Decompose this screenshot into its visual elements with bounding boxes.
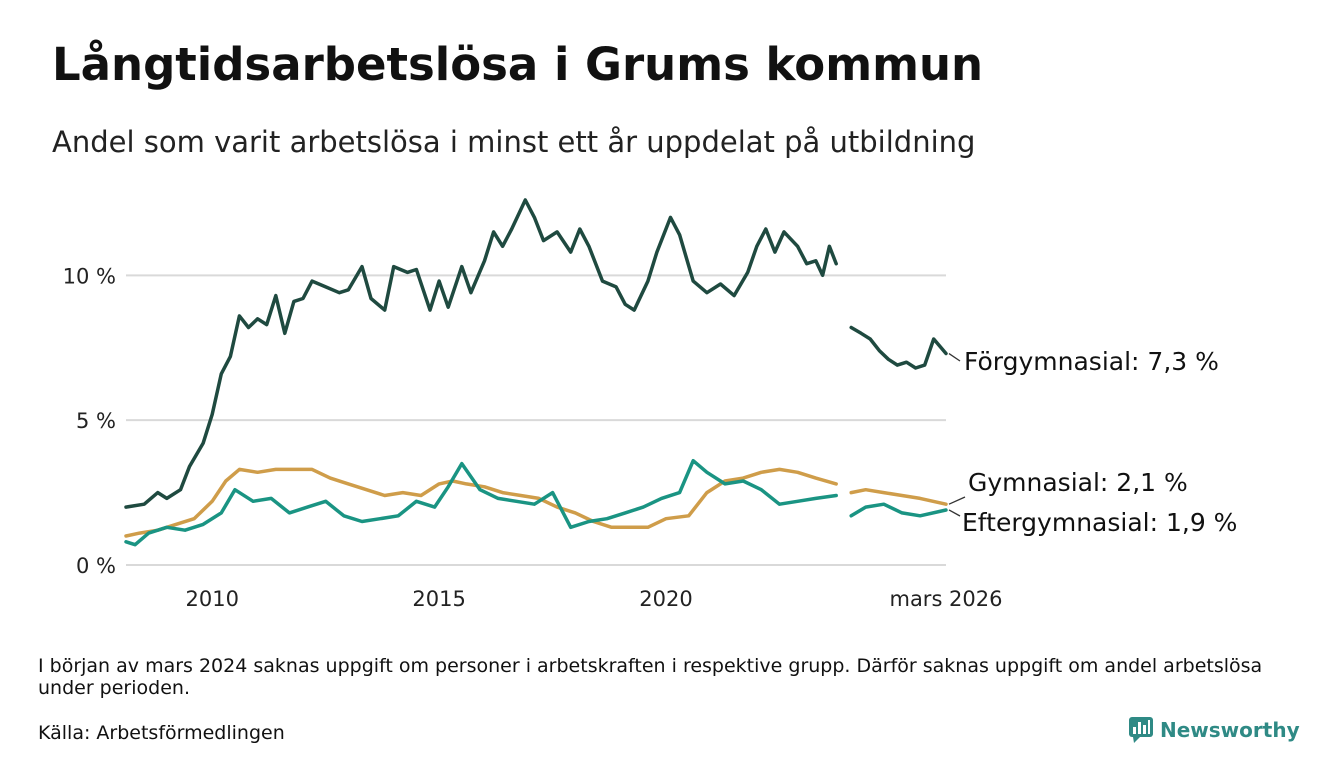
footnote: I början av mars 2024 saknas uppgift om … [38,655,1263,699]
source-text: Källa: Arbetsförmedlingen [38,722,285,744]
y-tick-label: 5 % [76,409,116,433]
series-labels: Förgymnasial: 7,3 % Gymnasial: 2,1 % Efter… [948,347,1237,537]
chart-subtitle: Andel som varit arbetslösa i minst ett å… [52,125,976,159]
x-tick-label: 2015 [412,587,465,611]
line-chart: 0 % 5 % 10 % 2010 2015 2020 mars 2026 Förgymna… [63,198,1237,611]
series-end-label: Eftergymnasial: 1,9 % [962,508,1237,537]
chart-title: Långtidsarbetslösa i Grums kommun [52,38,984,91]
label-leader-line [948,352,961,362]
axes: 0 % 5 % 10 % 2010 2015 2020 mars 2026 [63,264,1003,611]
y-tick-label: 10 % [63,264,116,288]
newsworthy-logo[interactable]: Newsworthy [1128,716,1300,744]
label-leader-line [948,509,961,517]
series-lines [124,198,948,547]
series-line-förgymnasial [124,198,838,509]
series-line-eftergymnasial [849,502,948,518]
x-tick-label: mars 2026 [889,587,1002,611]
x-tick-label: 2010 [185,587,238,611]
grid-lines [126,274,946,566]
series-line-eftergymnasial [124,458,838,547]
x-tick-label: 2020 [639,587,692,611]
newsworthy-chart-icon [1129,717,1153,743]
series-end-label: Gymnasial: 2,1 % [968,468,1188,497]
label-leader-line [948,496,966,505]
brand-name: Newsworthy [1160,718,1300,742]
y-tick-label: 0 % [76,554,116,578]
series-line-förgymnasial [849,325,948,370]
series-line-gymnasial [849,487,948,506]
series-line-gymnasial [124,467,838,538]
series-end-label: Förgymnasial: 7,3 % [964,347,1219,376]
